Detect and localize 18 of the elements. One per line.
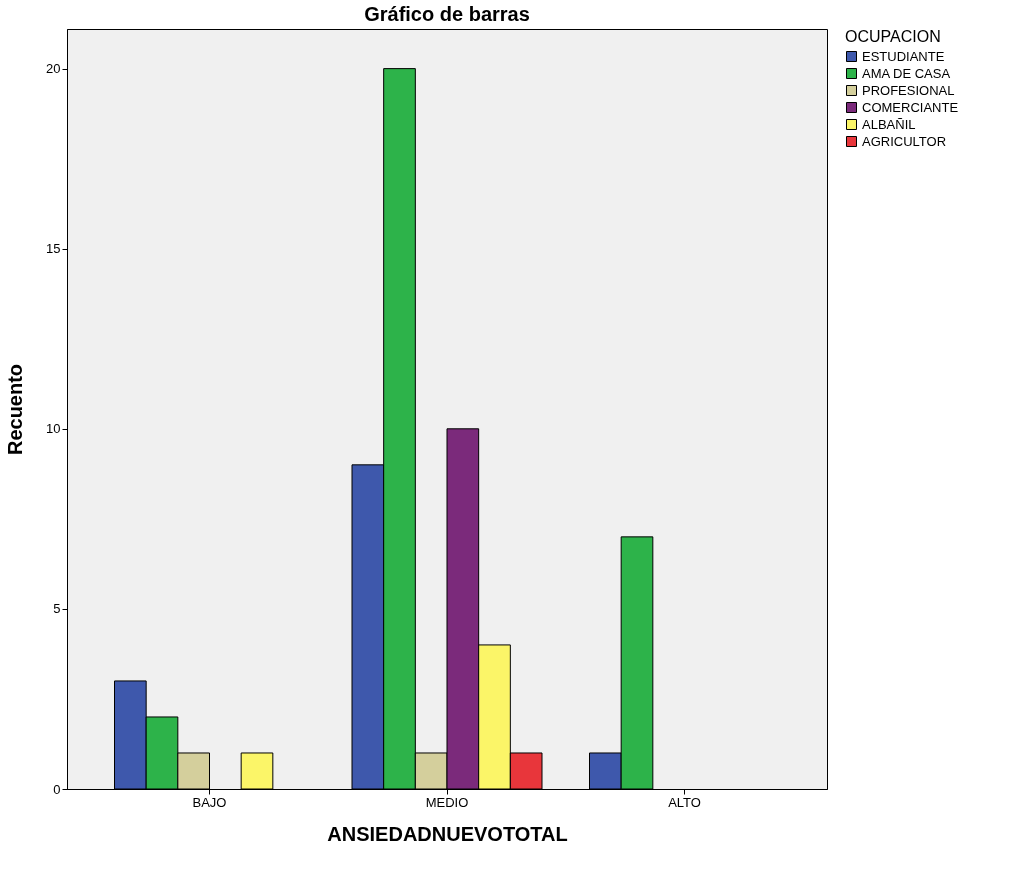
x-axis-title: ANSIEDADNUEVOTOTAL <box>327 822 568 845</box>
x-tick-label: ALTO <box>668 794 701 810</box>
chart-title: Gráfico de barras <box>364 3 530 25</box>
x-tick-label: MEDIO <box>425 794 469 810</box>
legend-label: AGRICULTOR <box>862 133 947 149</box>
legend-title: OCUPACION <box>845 28 941 45</box>
y-axis-title: Recuento <box>4 363 27 456</box>
legend-label: PROFESIONAL <box>862 82 955 98</box>
legend-label: ESTUDIANTE <box>862 48 945 64</box>
legend-label: AMA DE CASA <box>862 65 951 81</box>
y-tick-label: 15 <box>46 241 61 257</box>
legend-label: COMERCIANTE <box>862 99 959 115</box>
y-tick-label: 20 <box>46 61 61 77</box>
y-tick-label: 0 <box>53 781 61 797</box>
legend-label: ALBAÑIL <box>862 116 916 132</box>
y-tick-label: 10 <box>46 421 61 437</box>
x-tick-label: BAJO <box>192 794 227 810</box>
y-tick-label: 5 <box>53 601 61 617</box>
